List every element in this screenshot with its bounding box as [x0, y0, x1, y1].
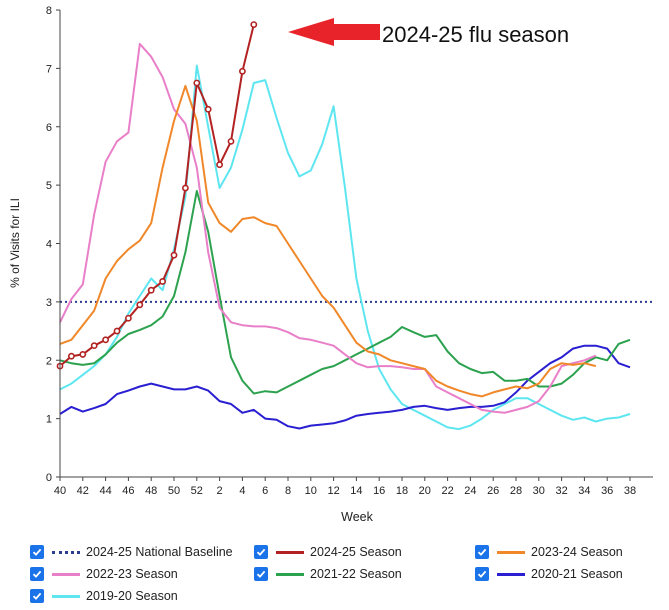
y-axis-label: % of Visits for ILI — [8, 198, 22, 288]
series-point-s2425 — [227, 137, 235, 145]
series-point-s2425 — [170, 251, 178, 259]
checkbox-checked-icon[interactable] — [254, 567, 268, 581]
legend-swatch — [497, 572, 525, 576]
series-line-s1920 — [59, 64, 631, 431]
flu-season-annotation: 2024-25 flu season — [382, 22, 570, 47]
x-tick-label: 42 — [77, 485, 89, 497]
series-point-s2425 — [193, 79, 201, 87]
series-line-s2324 — [59, 84, 597, 398]
series-point-s2425 — [102, 336, 109, 344]
x-tick-label: 12 — [327, 485, 339, 497]
x-tick-label: 38 — [624, 485, 636, 497]
y-tick-label: 4 — [46, 239, 52, 251]
series-point-s2425 — [216, 161, 223, 169]
series-line-s2021 — [59, 344, 631, 430]
x-tick-label: 34 — [578, 485, 590, 497]
x-tick-label: 20 — [419, 485, 431, 497]
legend-item-s2021[interactable]: 2020-21 Season — [475, 564, 623, 584]
annotation-arrow — [288, 18, 380, 46]
x-tick-label: 4 — [239, 485, 245, 497]
y-tick-label: 7 — [46, 63, 52, 75]
x-tick-label: 16 — [373, 485, 385, 497]
y-axis-ticks: 0 1 2 3 4 5 6 7 8 — [46, 5, 60, 484]
y-tick-label: 6 — [46, 122, 52, 134]
series-layer — [56, 21, 653, 431]
legend-item-s2425[interactable]: 2024-25 Season — [254, 542, 402, 562]
legend-item-s2324[interactable]: 2023-24 Season — [475, 542, 623, 562]
legend-swatch — [276, 572, 304, 576]
x-tick-label: 28 — [510, 485, 522, 497]
x-tick-label: 48 — [145, 485, 157, 497]
legend-label: 2020-21 Season — [531, 567, 623, 581]
series-point-s2425 — [250, 21, 258, 28]
x-tick-label: 2 — [217, 485, 223, 497]
series-point-s2425 — [90, 342, 98, 350]
x-tick-label: 24 — [464, 485, 476, 497]
legend-swatch — [497, 550, 525, 554]
legend-swatch — [52, 550, 80, 554]
x-tick-label: 44 — [99, 485, 111, 497]
chart-legend: 2024-25 National Baseline 2024-25 Season 2… — [0, 538, 669, 610]
series-point-s2425 — [181, 184, 189, 192]
legend-swatch — [52, 594, 80, 598]
series-point-s2425 — [238, 67, 246, 75]
x-tick-label: 6 — [262, 485, 268, 497]
y-tick-label: 0 — [46, 472, 52, 484]
legend-label: 2023-24 Season — [531, 545, 623, 559]
x-tick-label: 22 — [441, 485, 453, 497]
series-point-s2425 — [147, 286, 155, 294]
y-tick-label: 1 — [46, 414, 52, 426]
series-point-s2425 — [68, 352, 75, 360]
arrow-shaft — [332, 24, 380, 40]
series-line-s2223 — [59, 42, 597, 414]
x-axis-ticks: 40 42 44 46 48 50 52 2 4 6 8 10 12 14 16 18 20 22 24 26 28 30… — [54, 477, 636, 497]
legend-item-s2223[interactable]: 2022-23 Season — [30, 564, 178, 584]
x-tick-label: 32 — [555, 485, 567, 497]
legend-item-s2122[interactable]: 2021-22 Season — [254, 564, 402, 584]
x-tick-label: 50 — [168, 485, 180, 497]
legend-label: 2021-22 Season — [310, 567, 402, 581]
x-tick-label: 14 — [350, 485, 362, 497]
series-point-s2425 — [204, 105, 212, 113]
checkbox-checked-icon[interactable] — [475, 545, 489, 559]
x-tick-label: 8 — [285, 485, 291, 497]
legend-label: 2019-20 Season — [86, 589, 178, 603]
series-point-s2425 — [79, 351, 87, 358]
y-tick-label: 8 — [46, 5, 52, 17]
checkbox-checked-icon[interactable] — [30, 589, 44, 603]
x-tick-label: 26 — [487, 485, 499, 497]
legend-swatch — [52, 572, 80, 576]
x-tick-label: 36 — [601, 485, 613, 497]
series-line-s2122 — [59, 190, 631, 395]
legend-swatch — [276, 550, 304, 554]
series-point-s2425 — [159, 278, 166, 285]
x-tick-label: 46 — [122, 485, 134, 497]
checkbox-checked-icon[interactable] — [30, 545, 44, 559]
x-tick-label: 40 — [54, 485, 66, 497]
legend-item-baseline[interactable]: 2024-25 National Baseline — [30, 542, 233, 562]
y-tick-label: 2 — [46, 355, 52, 367]
legend-label: 2024-25 National Baseline — [86, 545, 233, 559]
series-point-s2425 — [113, 327, 121, 335]
x-tick-label: 30 — [533, 485, 545, 497]
legend-label: 2024-25 Season — [310, 545, 402, 559]
checkbox-checked-icon[interactable] — [254, 545, 268, 559]
y-tick-label: 3 — [46, 297, 52, 309]
legend-label: 2022-23 Season — [86, 567, 178, 581]
x-tick-label: 18 — [396, 485, 408, 497]
x-tick-label: 52 — [191, 485, 203, 497]
series-point-s2425 — [136, 301, 144, 309]
legend-item-s1920[interactable]: 2019-20 Season — [30, 586, 178, 606]
checkbox-checked-icon[interactable] — [30, 567, 44, 581]
checkbox-checked-icon[interactable] — [475, 567, 489, 581]
x-tick-label: 10 — [305, 485, 317, 497]
arrow-head — [288, 18, 334, 46]
series-point-s2425 — [124, 314, 132, 322]
x-axis-label: Week — [341, 510, 373, 524]
y-tick-label: 5 — [46, 180, 52, 192]
